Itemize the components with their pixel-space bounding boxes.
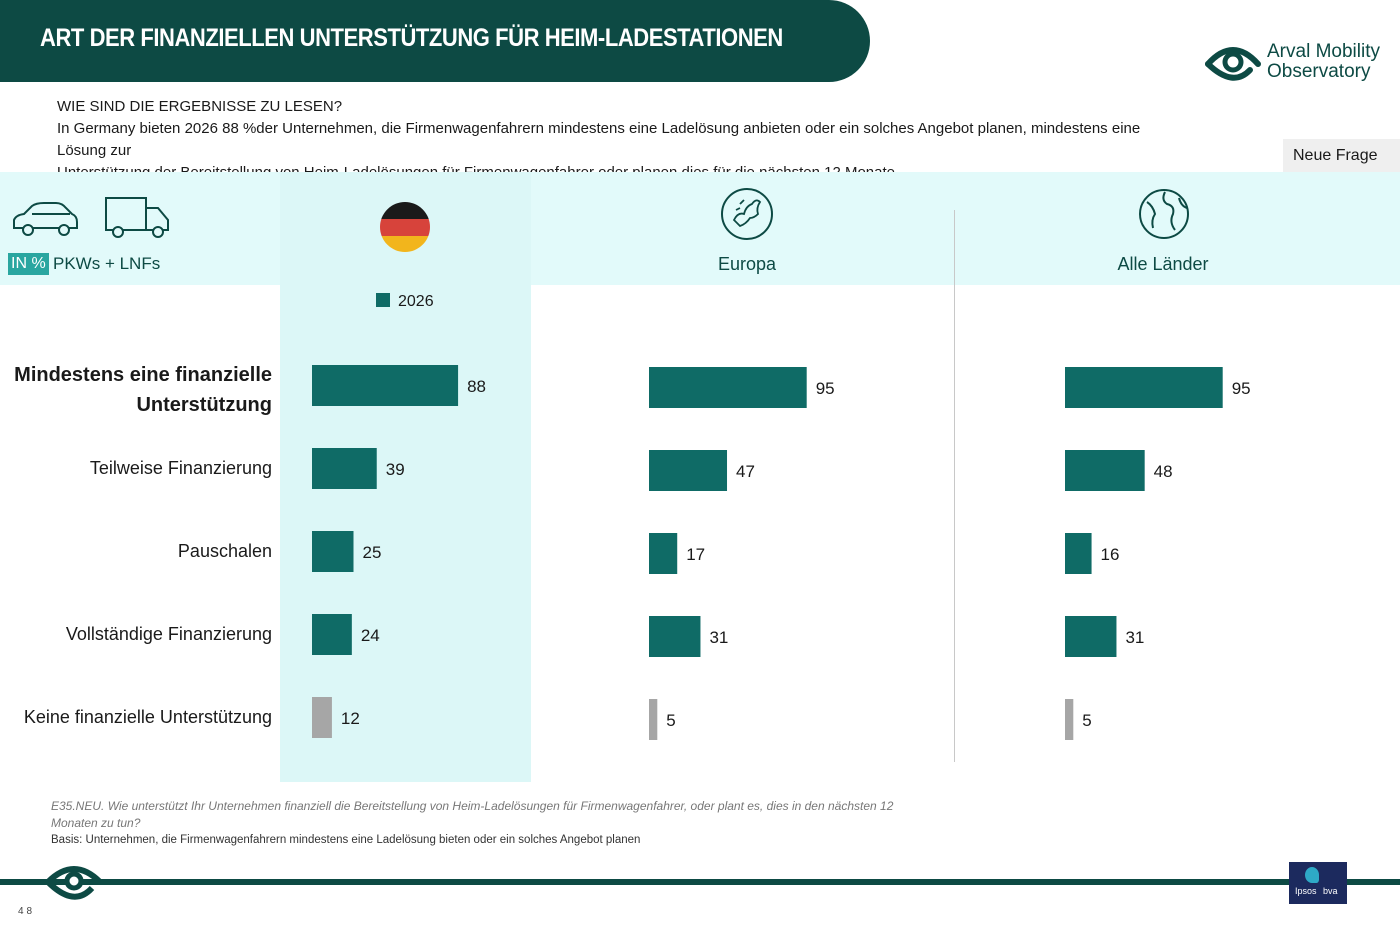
legend-label: 2026 <box>398 293 434 310</box>
bar-europe-none <box>649 699 658 740</box>
data-label-germany-full: 24 <box>361 626 380 645</box>
eye-logo-icon <box>1205 47 1261 81</box>
data-label-all-countries-flat-rate: 16 <box>1101 545 1120 564</box>
new-question-tag: Neue Frage <box>1283 139 1400 173</box>
bar-all-countries-partial <box>1065 450 1145 491</box>
ipsos-brand: Ipsos <box>1295 886 1317 896</box>
data-label-all-countries-none: 5 <box>1082 711 1091 730</box>
data-label-germany-partial: 39 <box>386 460 405 479</box>
vehicle-type-label: PKWs + LNFs <box>53 254 161 273</box>
bar-all-countries-none <box>1065 699 1074 740</box>
reading-guide-heading: WIE SIND DIE ERGEBNISSE ZU LESEN? <box>57 98 343 115</box>
ipsos-mark-icon <box>1305 867 1319 883</box>
category-label-partial: Teilweise Finanzierung <box>89 458 272 478</box>
data-label-all-countries-partial: 48 <box>1154 462 1173 481</box>
europe-map-icon <box>721 188 773 240</box>
category-label-flat-rate: Pauschalen <box>177 541 272 561</box>
data-label-germany-none: 12 <box>341 709 360 728</box>
data-label-germany-at-least-one: 88 <box>467 377 486 396</box>
bar-europe-partial <box>649 450 728 491</box>
title-bar: ART DER FINANZIELLEN UNTERSTÜTZUNG FÜR H… <box>0 0 870 82</box>
bar-europe-at-least-one <box>649 367 807 408</box>
bar-all-countries-flat-rate <box>1065 533 1092 574</box>
data-label-germany-flat-rate: 25 <box>363 543 382 562</box>
data-label-all-countries-full: 31 <box>1125 628 1144 647</box>
germany-flag-icon <box>380 202 430 252</box>
logo-line-1: Arval Mobility <box>1267 41 1380 62</box>
question-footnote: E35.NEU. Wie unterstützt Ihr Unternehmen… <box>51 799 894 830</box>
ipsos-suffix: bva <box>1323 886 1338 896</box>
category-label-none: Keine finanzielle Unterstützung <box>23 707 272 727</box>
footer-line <box>0 866 1400 900</box>
ipsos-logo: Ipsos bva <box>1289 862 1347 904</box>
bar-europe-full <box>649 616 701 657</box>
bar-germany-flat-rate <box>312 531 354 572</box>
bar-germany-full <box>312 614 352 655</box>
page-title: ART DER FINANZIELLEN UNTERSTÜTZUNG FÜR H… <box>40 24 783 52</box>
europe-label: Europa <box>717 254 777 274</box>
bar-germany-at-least-one <box>312 365 459 406</box>
bar-all-countries-full <box>1065 616 1117 657</box>
column-divider <box>954 210 955 762</box>
basis-footnote: Basis: Unternehmen, die Firmenwagenfahre… <box>51 834 641 846</box>
data-label-europe-flat-rate: 17 <box>686 545 705 564</box>
arval-logo: Arval Mobility Observatory <box>1205 40 1395 88</box>
category-label-full: Vollständige Finanzierung <box>65 624 272 644</box>
data-label-europe-partial: 47 <box>736 462 755 481</box>
all-countries-label: Alle Länder <box>1117 254 1209 274</box>
page-number: 48 <box>18 906 36 917</box>
bar-all-countries-at-least-one <box>1065 367 1223 408</box>
data-label-europe-none: 5 <box>666 711 675 730</box>
reading-guide-line-1: In Germany bieten 2026 88 %der Unternehm… <box>57 120 1141 159</box>
bar-germany-none <box>312 697 332 738</box>
category-label-at-least-one: Mindestens eine finanzielle Unterstützun… <box>14 364 272 416</box>
bar-europe-flat-rate <box>649 533 678 574</box>
chart-legend: 2026 <box>376 293 434 311</box>
data-label-europe-at-least-one: 95 <box>816 379 835 398</box>
car-icon <box>13 202 78 236</box>
unit-badge: IN % <box>8 253 49 275</box>
legend-swatch <box>376 293 390 307</box>
van-icon <box>105 197 169 238</box>
globe-icon <box>1139 189 1189 239</box>
bar-germany-partial <box>312 448 377 489</box>
data-label-all-countries-at-least-one: 95 <box>1232 379 1251 398</box>
data-label-europe-full: 31 <box>709 628 728 647</box>
logo-line-2: Observatory <box>1267 61 1371 82</box>
